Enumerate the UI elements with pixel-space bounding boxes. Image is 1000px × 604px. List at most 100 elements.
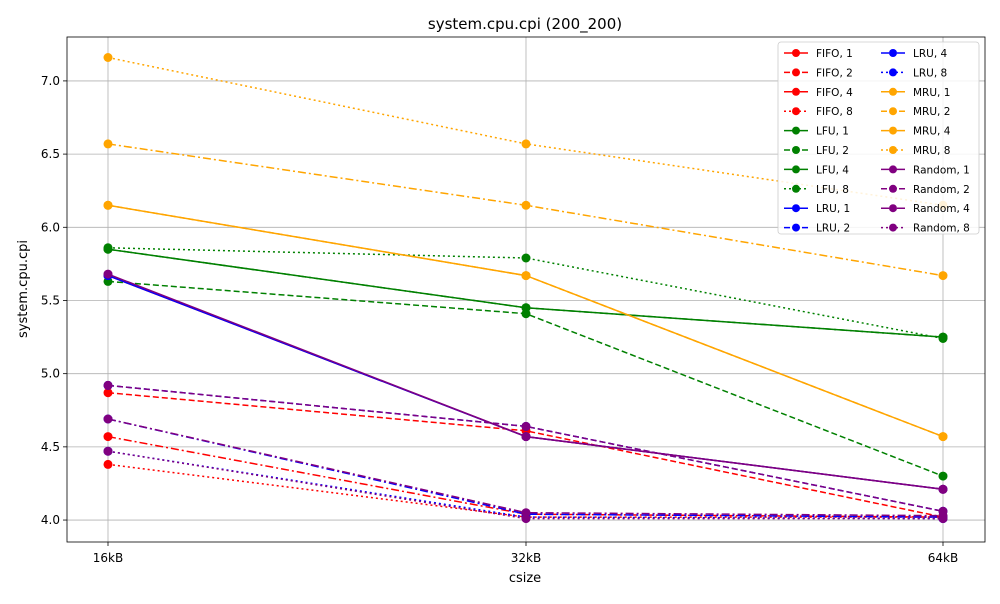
series-lru-2 [103, 380, 948, 516]
legend-marker [792, 204, 800, 213]
legend-marker [792, 49, 800, 57]
series-line [107, 247, 944, 340]
legend-label: LRU, 1 [816, 203, 850, 215]
data-point [103, 53, 113, 62]
legend-marker [889, 49, 897, 57]
legend-marker [792, 165, 800, 174]
data-point [938, 271, 948, 281]
x-axis-label: csize [509, 571, 541, 586]
data-point [103, 243, 113, 253]
data-point [103, 414, 113, 424]
legend-marker [889, 107, 897, 116]
legend-item-fifo-1: FIFO, 1 [784, 48, 853, 60]
y-axis-label: system.cpu.cpi [16, 240, 31, 338]
legend-item-fifo-4: FIFO, 4 [784, 87, 853, 99]
legend-label: LFU, 1 [816, 126, 849, 138]
data-point [103, 380, 113, 390]
series-line [107, 384, 944, 513]
y-tick-label: 6.5 [41, 147, 60, 161]
series-line [107, 450, 943, 520]
legend-label: LFU, 8 [816, 184, 849, 196]
data-point [521, 303, 531, 313]
legend-item-mru-2: MRU, 2 [881, 106, 950, 118]
legend-item-fifo-2: FIFO, 2 [784, 67, 853, 79]
legend-item-mru-1: MRU, 1 [881, 87, 950, 99]
series-random-1 [103, 269, 948, 494]
legend-marker [792, 223, 800, 232]
legend-label: FIFO, 2 [816, 67, 853, 79]
series-line [107, 204, 944, 438]
legend-label: Random, 8 [913, 223, 970, 235]
y-tick-label: 6.0 [41, 220, 60, 234]
legend-item-lru-2: LRU, 2 [784, 223, 850, 235]
legend-item-mru-8: MRU, 8 [881, 145, 950, 157]
legend-item-random-4: Random, 4 [881, 203, 970, 215]
data-point [521, 200, 531, 210]
x-tick-label: 32kB [511, 551, 541, 565]
legend-label: FIFO, 4 [816, 87, 853, 99]
legend-item-random-1: Random, 1 [881, 164, 970, 176]
legend-item-lfu-4: LFU, 4 [784, 164, 849, 176]
series-mru-2 [103, 200, 948, 442]
legend-item-lfu-2: LFU, 2 [784, 145, 849, 157]
legend-marker [792, 107, 800, 116]
x-tick-label: 64kB [928, 551, 958, 565]
series-mru-4 [103, 139, 948, 281]
data-point [521, 253, 531, 263]
legend-item-fifo-8: FIFO, 8 [784, 106, 853, 118]
data-point [521, 139, 531, 149]
legend-label: MRU, 4 [913, 126, 951, 138]
data-point [103, 432, 113, 442]
data-point [938, 471, 948, 481]
y-tick-label: 5.5 [41, 293, 60, 307]
data-point [103, 269, 113, 279]
legend-marker [889, 126, 897, 135]
series-fifo-4 [103, 432, 948, 522]
data-point [521, 432, 531, 442]
data-point [521, 421, 531, 431]
y-tick-label: 7.0 [41, 74, 60, 88]
legend-item-lfu-1: LFU, 1 [784, 126, 849, 138]
legend-item-lru-1: LRU, 1 [784, 203, 850, 215]
series-random-8 [103, 446, 948, 524]
series-line [107, 384, 944, 513]
series-line [107, 391, 944, 518]
legend-item-lfu-8: LFU, 8 [784, 184, 849, 196]
data-point [103, 459, 113, 469]
series-fifo-2 [103, 388, 948, 522]
data-point [938, 334, 948, 343]
y-tick-label: 4.0 [41, 513, 60, 527]
legend: FIFO, 1 FIFO, 2 FIFO, 4 FIFO, 8 LFU, 1 LFU, 2… [777, 41, 980, 235]
legend-label: Random, 1 [913, 164, 970, 176]
legend-label: Random, 4 [913, 203, 970, 215]
legend-label: FIFO, 8 [816, 106, 853, 118]
legend-label: LFU, 4 [816, 164, 849, 176]
legend-marker [792, 68, 800, 77]
legend-item-lru-8: LRU, 8 [881, 67, 947, 79]
data-point [103, 200, 113, 210]
series-line [107, 435, 944, 518]
legend-label: LRU, 8 [913, 67, 947, 79]
legend-label: MRU, 8 [913, 145, 950, 157]
legend-marker [889, 165, 897, 174]
data-point [938, 432, 948, 442]
legend-label: FIFO, 1 [816, 48, 853, 60]
legend-marker [889, 146, 897, 154]
x-tick-label: 16kB [93, 551, 123, 565]
legend-marker [889, 87, 897, 96]
legend-item-random-8: Random, 8 [881, 223, 970, 235]
legend-box [777, 41, 980, 235]
legend-marker [889, 204, 897, 213]
series-random-2 [103, 380, 948, 516]
data-point [938, 514, 948, 524]
data-point [521, 271, 531, 281]
legend-label: MRU, 1 [913, 87, 950, 99]
legend-marker [792, 87, 800, 96]
legend-label: LRU, 2 [816, 223, 850, 235]
y-tick-label: 5.0 [41, 367, 60, 381]
legend-marker [792, 126, 800, 135]
legend-label: Random, 2 [913, 184, 970, 196]
data-point [103, 139, 113, 149]
